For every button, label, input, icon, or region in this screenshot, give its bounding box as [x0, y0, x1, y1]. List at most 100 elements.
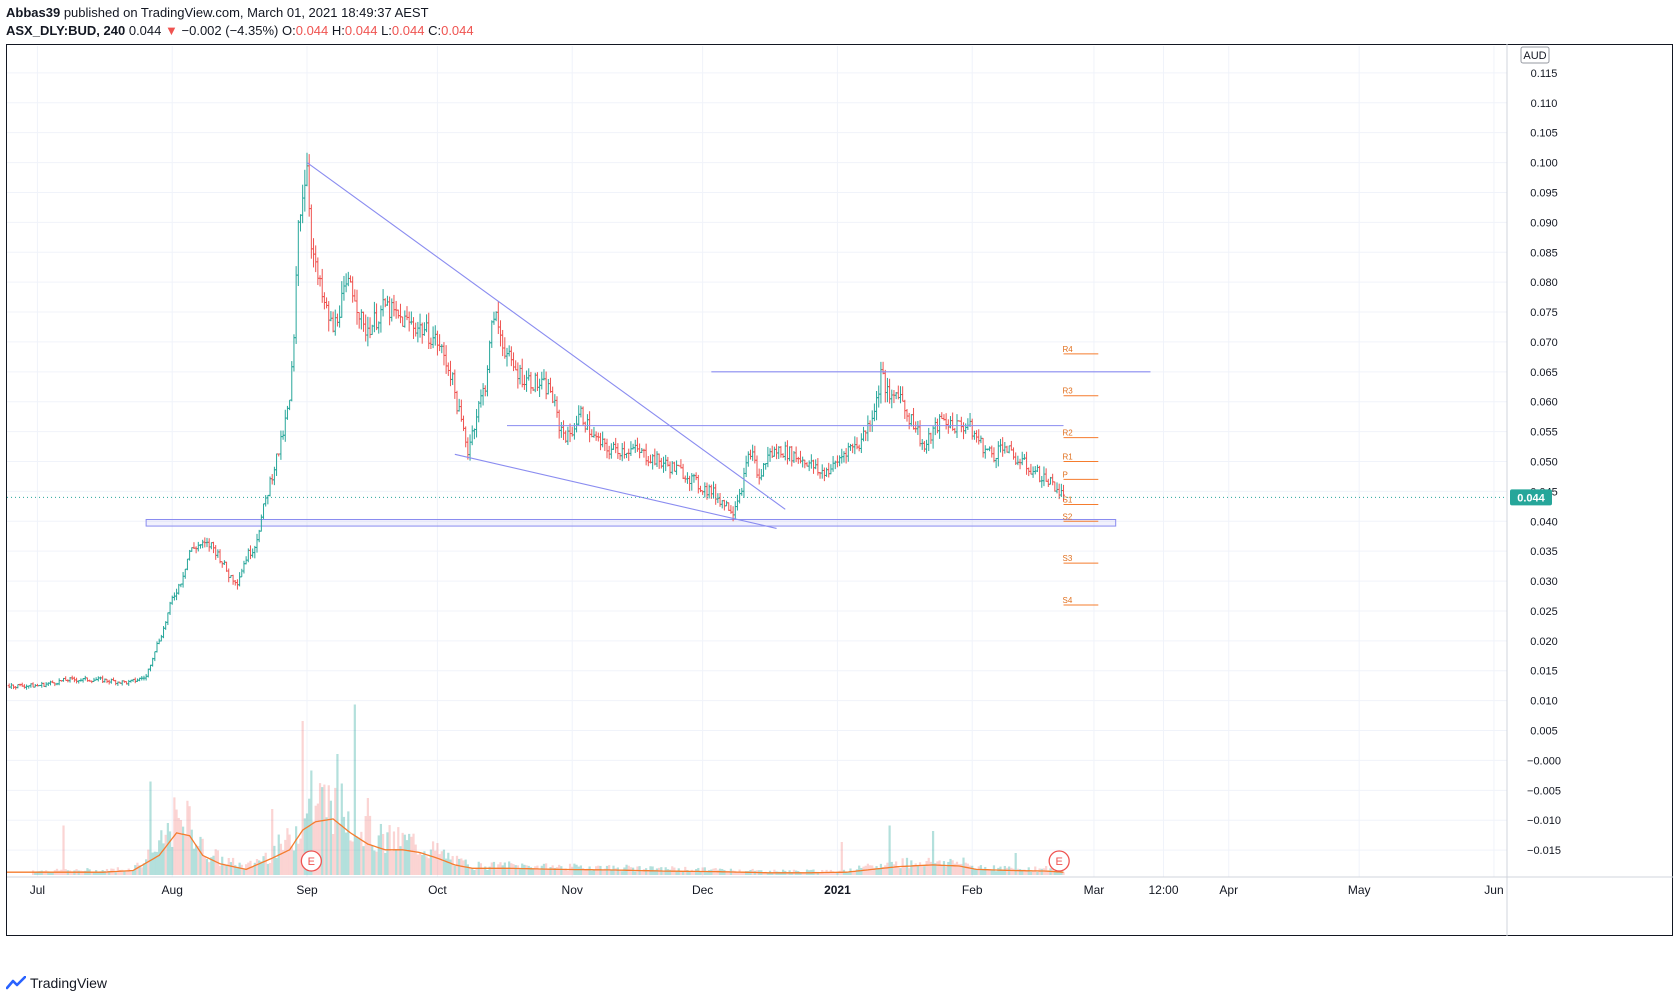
volume-bar: [262, 856, 265, 875]
volume-bar: [125, 871, 128, 875]
volume-bar: [366, 798, 369, 875]
volume-bar: [903, 867, 906, 875]
volume-bar: [562, 869, 565, 875]
volume-bar: [421, 854, 424, 875]
volume-bar: [260, 861, 263, 875]
volume-bar: [286, 828, 289, 875]
volume-bar: [481, 869, 485, 875]
time-tick-label: Oct: [428, 883, 447, 897]
volume-bar: [560, 866, 563, 875]
time-tick-label: Nov: [562, 883, 583, 897]
volume-bar: [453, 865, 456, 875]
volume-bar: [1040, 868, 1043, 875]
price-axis[interactable]: 0.115 0.110 0.105 0.100 0.095 0.090 0.085 0.080…: [7, 44, 1561, 936]
volume-bar: [990, 869, 993, 875]
volume-bar: [462, 860, 465, 875]
volume-bar: [977, 866, 980, 875]
chart-frame[interactable]: [6, 44, 1673, 936]
volume-bar: [484, 866, 487, 875]
volume-bar: [142, 863, 146, 875]
volume-bar: [234, 865, 237, 875]
volume-bar: [384, 852, 387, 875]
volume-bar: [779, 871, 783, 875]
volume-bar: [723, 869, 726, 875]
volume-bar: [1001, 869, 1004, 875]
brand-footer[interactable]: TradingView: [6, 975, 107, 991]
volume-bar: [834, 871, 837, 875]
descending-resistance: [306, 162, 786, 510]
volume-bar: [401, 832, 404, 875]
price-tick-label: −0.000: [1527, 755, 1561, 767]
volume-bar: [1021, 869, 1024, 875]
earnings-marker-icon: [1048, 850, 1070, 872]
volume-bar: [201, 838, 204, 875]
volume-bar: [690, 869, 693, 875]
volume-bar: [71, 871, 74, 875]
close-label: C:: [428, 23, 442, 38]
volume-bar: [877, 868, 880, 875]
earnings-marker-icon: [300, 850, 322, 872]
pivot-label: P: [1063, 470, 1068, 479]
volume-bar: [323, 784, 326, 875]
currency-badge: [1520, 46, 1550, 64]
volume-bar: [108, 871, 111, 875]
volume-bar: [408, 833, 411, 875]
volume-bar: [566, 870, 569, 875]
volume-bar: [295, 826, 298, 875]
time-axis[interactable]: Jul Aug Sep Oct Nov Dec 2021 Feb Mar 12:00 Apr May J…: [7, 876, 1673, 897]
volume-bar: [679, 870, 683, 875]
volume-bar: [412, 833, 415, 875]
symbol-line: ASX_DLY:BUD, 240 0.044 ▼ −0.002 (−4.35%)…: [6, 22, 474, 40]
support-zone: [145, 518, 1117, 527]
volume-bar: [325, 817, 328, 875]
volume-bar: [312, 821, 315, 875]
price-tick-label: 0.025: [1530, 606, 1558, 618]
volume-bar: [964, 862, 967, 875]
price-tick-label: 0.050: [1530, 457, 1558, 469]
trendlines[interactable]: [306, 162, 1151, 529]
volume-bar: [166, 823, 169, 875]
volume-bar: [1038, 868, 1041, 875]
volume-bar: [938, 860, 941, 875]
author-name[interactable]: Abbas39: [6, 5, 61, 20]
volume-bar: [840, 842, 843, 875]
volume-bar: [123, 870, 126, 875]
volume-bar: [510, 863, 513, 875]
volume-bar: [168, 831, 172, 875]
volume-bar: [564, 868, 567, 875]
volume-bar: [616, 867, 619, 875]
volume-bar: [727, 870, 730, 875]
pivot-label: R1: [1063, 453, 1074, 462]
symbol-label: ASX_DLY:BUD, 240: [6, 23, 126, 38]
price-tick-label: 0.060: [1530, 397, 1558, 409]
volume-bar: [966, 863, 969, 875]
volume-bar: [525, 865, 528, 875]
volume-bar: [349, 840, 352, 875]
volume-bar: [227, 857, 230, 875]
price-tick-label: 0.035: [1530, 546, 1558, 558]
volume-bar: [910, 860, 913, 875]
volume-bar: [523, 864, 526, 875]
volume-bar: [764, 871, 767, 875]
volume-bar: [381, 834, 385, 875]
volume-bar: [799, 872, 802, 875]
down-arrow-icon: ▼: [165, 23, 178, 38]
volume-bar: [581, 868, 585, 875]
pivot-levels: R4 R3 R2 R1 P S1 S2 S3 S4: [1063, 345, 1099, 606]
volume-bar: [892, 864, 896, 875]
volume-bar: [908, 868, 911, 875]
price-tick-label: −0.015: [1527, 845, 1561, 857]
volume-bar: [934, 863, 937, 875]
volume-bar: [458, 858, 461, 875]
volume-bar: [447, 852, 450, 875]
time-tick-label: Jul: [30, 883, 45, 897]
price-tick-label: 0.030: [1530, 576, 1558, 588]
volume-bar: [475, 868, 478, 875]
volume-bar: [875, 866, 878, 875]
volume-bar: [538, 868, 541, 875]
volume-bar: [138, 865, 141, 875]
volume-bar: [553, 867, 556, 875]
volume-bar: [379, 823, 383, 875]
